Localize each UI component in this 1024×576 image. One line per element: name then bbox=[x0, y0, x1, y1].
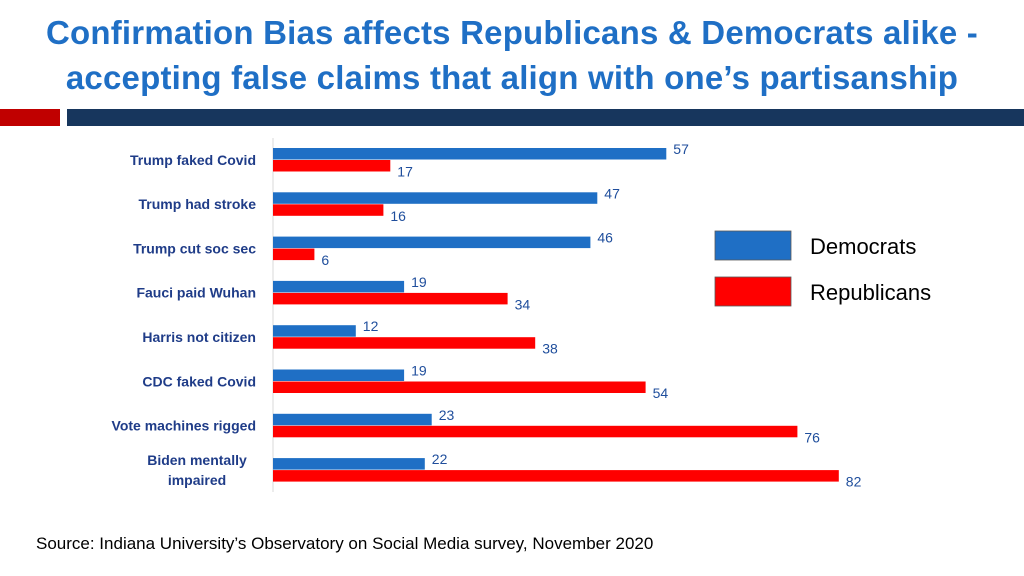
value-label-republicans: 6 bbox=[321, 252, 329, 268]
bar-republicans bbox=[273, 381, 646, 393]
legend-label-democrats: Democrats bbox=[810, 234, 916, 259]
value-label-republicans: 16 bbox=[390, 208, 406, 224]
value-label-republicans: 76 bbox=[804, 429, 820, 445]
legend-label-republicans: Republicans bbox=[810, 280, 931, 305]
bar-democrats bbox=[273, 148, 667, 160]
category-label: Biden mentally impaired bbox=[147, 452, 247, 488]
title-rule-red bbox=[0, 109, 60, 126]
category-label: Harris not citizen bbox=[142, 329, 256, 345]
value-label-republicans: 17 bbox=[397, 164, 413, 180]
bar-democrats bbox=[273, 280, 405, 293]
bar-chart: Trump faked Covid 57 17 Trump had stroke 47 1… bbox=[112, 138, 931, 492]
source-note: Source: Indiana University’s Observatory… bbox=[36, 534, 654, 553]
value-label-democrats: 19 bbox=[411, 274, 427, 290]
bar-democrats bbox=[273, 192, 598, 204]
category-label: Trump cut soc sec bbox=[133, 240, 256, 256]
bar-democrats bbox=[273, 458, 425, 470]
bar-republicans bbox=[273, 470, 839, 482]
value-label-democrats: 57 bbox=[673, 141, 689, 157]
chart-title: Confirmation Bias affects Republicans & … bbox=[0, 10, 1024, 100]
value-label-democrats: 46 bbox=[597, 230, 613, 246]
legend-swatch-republicans bbox=[714, 276, 792, 307]
value-label-republicans: 38 bbox=[542, 341, 558, 357]
value-label-republicans: 34 bbox=[515, 296, 531, 312]
value-label-democrats: 47 bbox=[604, 185, 620, 201]
bar-republicans bbox=[273, 292, 508, 305]
bar-democrats bbox=[273, 236, 591, 249]
value-label-republicans: 54 bbox=[653, 385, 669, 401]
bar-democrats bbox=[273, 413, 432, 426]
title-rule-navy bbox=[67, 109, 1024, 126]
category-label: Trump had stroke bbox=[139, 196, 257, 212]
value-label-democrats: 22 bbox=[432, 451, 448, 467]
legend-swatch-democrats bbox=[714, 230, 792, 261]
bar-democrats bbox=[273, 369, 405, 381]
value-label-democrats: 23 bbox=[439, 407, 455, 423]
value-label-democrats: 19 bbox=[411, 363, 427, 379]
bar-republicans bbox=[273, 248, 315, 261]
bar-republicans bbox=[273, 204, 384, 216]
bar-democrats bbox=[273, 325, 356, 337]
category-label: Trump faked Covid bbox=[130, 152, 256, 168]
value-label-democrats: 12 bbox=[363, 318, 379, 334]
category-label: Fauci paid Wuhan bbox=[136, 285, 256, 301]
chart-title-line-2: accepting false claims that align with o… bbox=[65, 59, 959, 96]
bar-republicans bbox=[273, 425, 798, 438]
value-label-republicans: 82 bbox=[846, 474, 862, 490]
category-label: CDC faked Covid bbox=[142, 373, 256, 389]
bar-republicans bbox=[273, 337, 536, 349]
bar-republicans bbox=[273, 160, 391, 172]
category-label: Vote machines rigged bbox=[112, 418, 256, 434]
chart-title-line-1: Confirmation Bias affects Republicans & … bbox=[46, 14, 978, 51]
